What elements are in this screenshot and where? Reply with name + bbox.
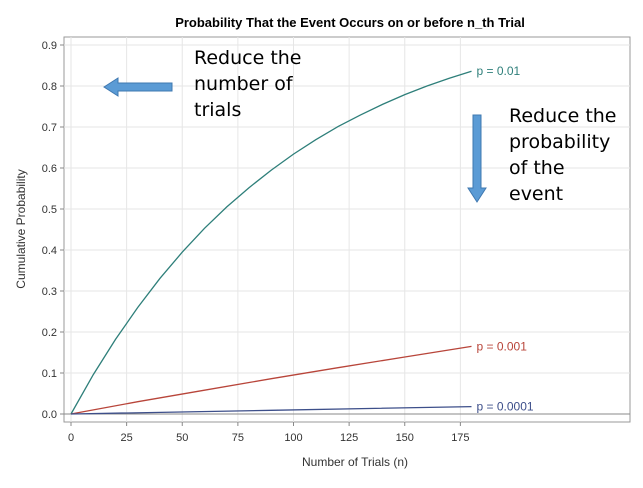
x-axis-label: Number of Trials (n) xyxy=(302,455,408,469)
y-tick-label: 0.2 xyxy=(42,327,57,339)
y-tick-label: 0.5 xyxy=(42,204,57,216)
plot-frame xyxy=(63,36,631,423)
annotation-text: number of xyxy=(194,73,294,95)
annotations: Reduce the number of trials Reduce the proba… xyxy=(103,47,617,205)
x-tick-label: 100 xyxy=(284,432,302,444)
y-tick-label: 0.8 xyxy=(42,81,57,93)
annotation-text: Reduce the xyxy=(194,47,302,69)
x-tick-label: 125 xyxy=(340,432,358,444)
x-tick-label: 50 xyxy=(176,432,188,444)
down-arrow-icon xyxy=(467,114,487,203)
gridlines xyxy=(64,37,630,422)
annotation-text: probability xyxy=(509,131,610,153)
series-line xyxy=(70,345,472,415)
annotation-text: Reduce the xyxy=(509,105,617,127)
y-tick-label: 0.9 xyxy=(42,40,57,52)
y-axis-ticks: 0.0 0.1 0.2 0.3 0.4 0.5 0.6 0.7 0.8 0.9 xyxy=(42,40,64,421)
annotation-text: of the xyxy=(509,157,565,179)
x-tick-label: 150 xyxy=(396,432,414,444)
x-tick-label: 25 xyxy=(121,432,133,444)
annotation-text: trials xyxy=(194,99,241,121)
y-tick-label: 0.4 xyxy=(42,245,57,257)
x-tick-label: 175 xyxy=(451,432,469,444)
x-tick-label: 0 xyxy=(68,432,74,444)
y-tick-label: 0.1 xyxy=(42,368,57,380)
series-line xyxy=(70,70,472,415)
y-axis-label: Cumulative Probability xyxy=(14,169,28,288)
chart-title: Probability That the Event Occurs on or … xyxy=(175,15,525,30)
y-tick-label: 0.3 xyxy=(42,286,57,298)
y-tick-label: 0.0 xyxy=(42,409,57,421)
series-label: p = 0.0001 xyxy=(477,400,534,414)
left-arrow-icon xyxy=(103,77,173,97)
series-line xyxy=(70,405,472,415)
series-labels: p = 0.01 p = 0.001 p = 0.0001 xyxy=(477,64,534,413)
series-group xyxy=(70,70,472,415)
series-label: p = 0.01 xyxy=(477,64,521,78)
series-label: p = 0.001 xyxy=(477,339,528,353)
x-axis-ticks: 0 25 50 75 100 125 150 175 xyxy=(68,422,470,444)
y-tick-label: 0.7 xyxy=(42,122,57,134)
y-tick-label: 0.6 xyxy=(42,163,57,175)
x-tick-label: 75 xyxy=(232,432,244,444)
annotation-text: event xyxy=(509,183,563,205)
